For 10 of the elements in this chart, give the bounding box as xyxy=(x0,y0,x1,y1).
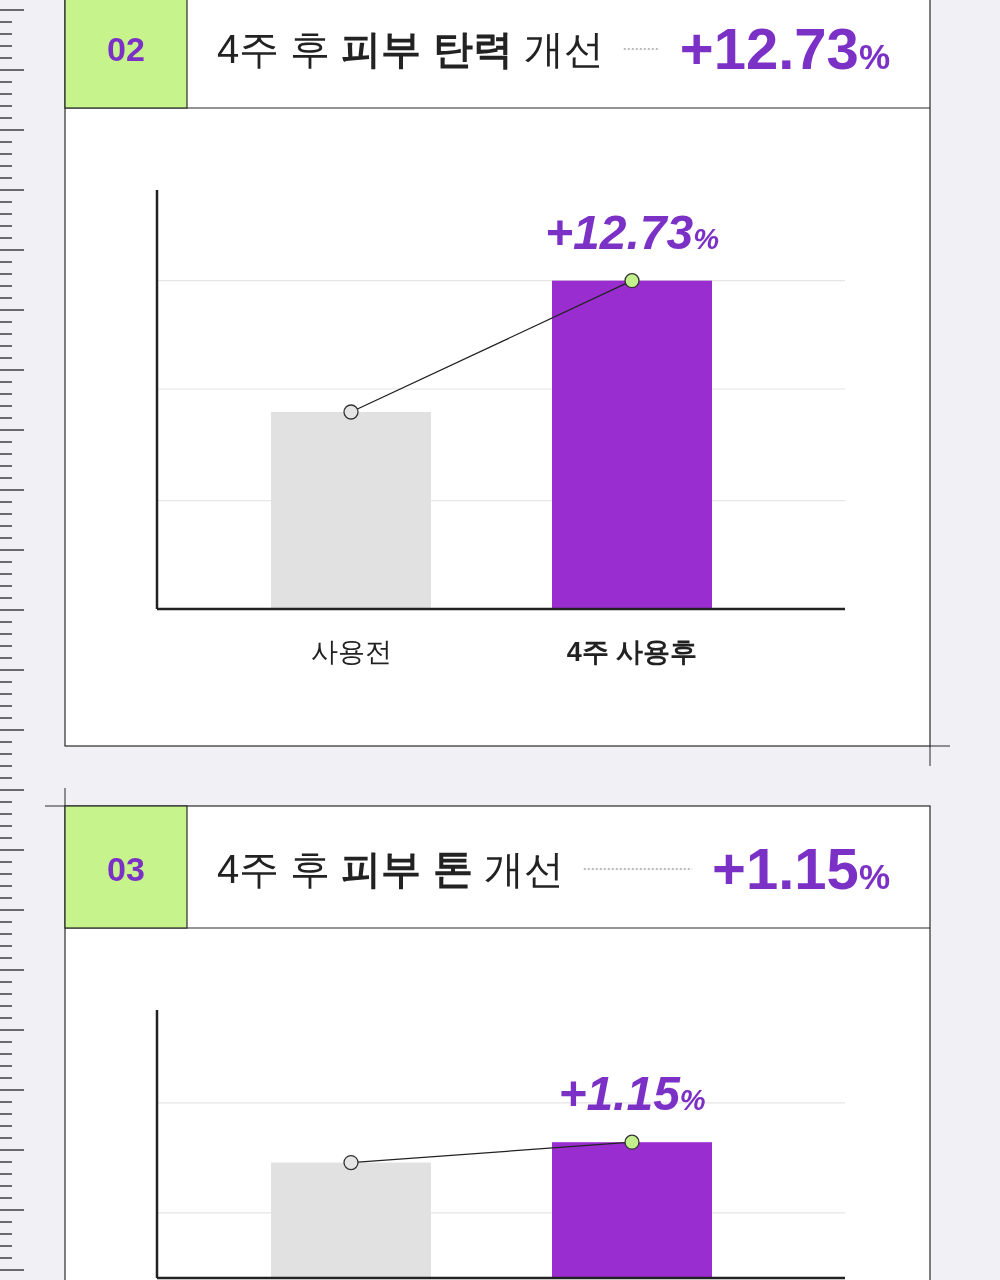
text: +12.73% xyxy=(545,205,719,259)
text: +12.73% xyxy=(679,16,890,81)
text: +1.15% xyxy=(558,1067,706,1121)
chart-title: 4주 후 피부 탄력 개선 xyxy=(217,27,604,71)
text: +1.15% xyxy=(712,836,890,901)
text: 03 xyxy=(107,850,145,888)
text: 02 xyxy=(107,30,145,68)
x-tick-label: 4주 사용후 xyxy=(566,637,698,667)
chart-title: 4주 후 피부 톤 개선 xyxy=(217,847,564,891)
x-tick-label: 사용전 xyxy=(310,637,392,667)
